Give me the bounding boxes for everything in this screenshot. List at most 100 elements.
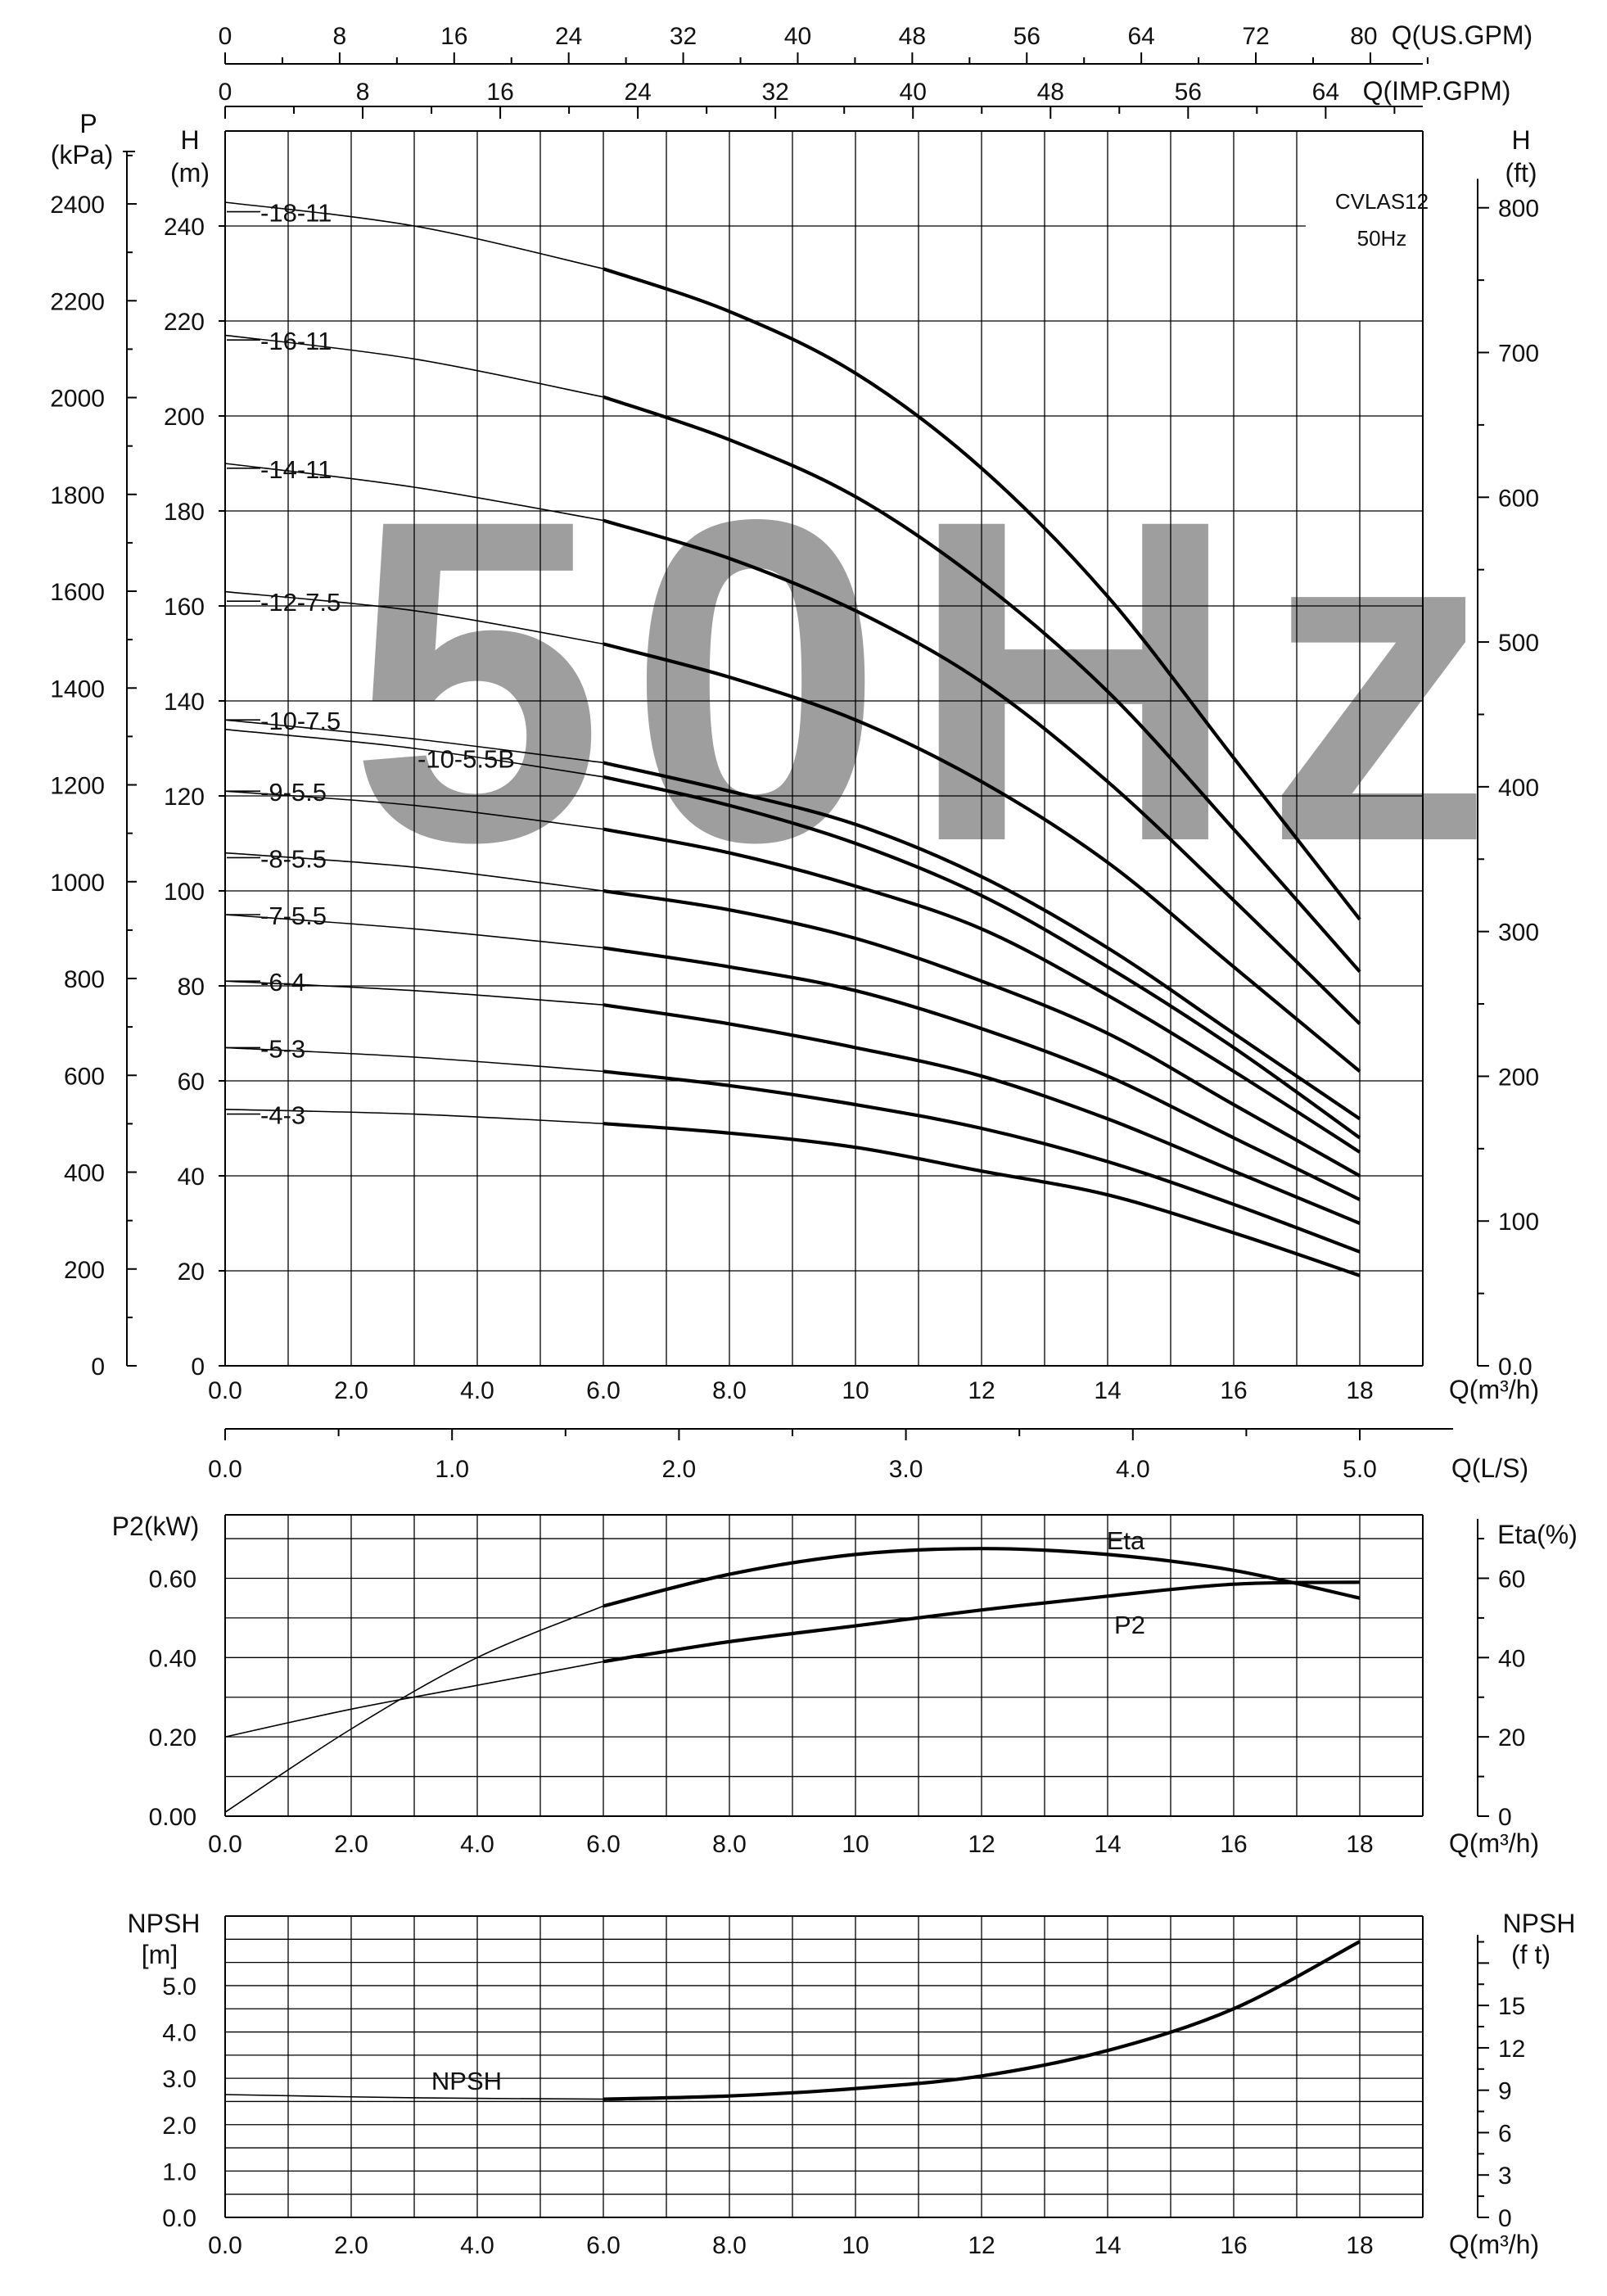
- tick-label-imp-gpm: 16: [486, 79, 513, 106]
- axis-title-imp-gpm: Q(IMP.GPM): [1363, 76, 1511, 106]
- tick-label-q-power: 0.0: [208, 1831, 242, 1858]
- tick-label-us-gpm: 8: [333, 23, 347, 50]
- tick-label-ft: 400: [1498, 775, 1539, 802]
- head-curve-thin: [224, 980, 604, 1006]
- axis-title-npsh-ft: NPSH: [1503, 1909, 1576, 1938]
- tick-label-q-npsh: 2.0: [334, 2232, 368, 2259]
- tick-label-q-npsh: 0.0: [208, 2232, 242, 2259]
- tick-label-imp-gpm: 32: [761, 79, 788, 106]
- tick-label-us-gpm: 72: [1242, 23, 1269, 50]
- head-curve-thin: [224, 729, 604, 778]
- axis-title-npsh-m: NPSH: [128, 1909, 201, 1938]
- tick-label-m: 120: [164, 784, 205, 811]
- curves-layer: [224, 201, 1361, 2101]
- tick-label-imp-gpm: 56: [1175, 79, 1202, 106]
- tick-label-kw: 0.00: [149, 1804, 196, 1831]
- tick-label-m: 20: [178, 1259, 205, 1286]
- tick-label-ls: 0.0: [208, 1456, 242, 1483]
- axis-title-h-m: H: [180, 125, 199, 155]
- tick-label-q-power: 2.0: [334, 1831, 368, 1858]
- tick-label-kpa: 1000: [50, 870, 105, 897]
- eta-curve-thick: [603, 1547, 1361, 1608]
- axis-title-q-npsh: Q(m³/h): [1449, 2230, 1539, 2259]
- tick-label-npsh-m: 1.0: [162, 2158, 196, 2185]
- text-layer: CVLAS1250Hz02040608010012014016018020022…: [50, 20, 1578, 2259]
- tick-label-us-gpm: 0: [219, 23, 232, 50]
- tick-label-q-npsh: 8.0: [712, 2232, 747, 2259]
- tick-label-ft: 500: [1498, 630, 1539, 657]
- head-curve-thick: [603, 827, 1361, 1154]
- tick-label-us-gpm: 40: [784, 23, 811, 50]
- tick-label-q: 6.0: [586, 1377, 621, 1404]
- tick-label-m: 0: [191, 1354, 205, 1381]
- curve-label: -6-4: [260, 968, 305, 997]
- head-curve-thick: [603, 775, 1361, 1140]
- tick-label-npsh-ft: 3: [1498, 2163, 1512, 2190]
- tick-label-m: 60: [178, 1069, 205, 1096]
- head-curve-thick: [603, 267, 1361, 921]
- curve-label: -10-5.5B: [418, 745, 515, 774]
- axis-unit-ft: (ft): [1505, 158, 1537, 188]
- axis-unit-m: (m): [170, 158, 210, 188]
- tick-label-imp-gpm: 40: [900, 79, 927, 106]
- curve-label: -7-5.5: [260, 902, 327, 930]
- head-curve-thin: [224, 852, 604, 892]
- tick-label-q-power: 18: [1346, 1831, 1373, 1858]
- tick-label-imp-gpm: 0: [219, 79, 232, 106]
- tick-label-q: 8.0: [712, 1377, 747, 1404]
- tick-label-kpa: 2400: [50, 192, 105, 219]
- tick-label-kpa: 1200: [50, 773, 105, 800]
- tick-label-kpa: 200: [64, 1257, 105, 1284]
- tick-label-q-npsh: 10: [842, 2232, 869, 2259]
- tick-label-eta: 20: [1498, 1724, 1525, 1751]
- tick-label-kpa: 1400: [50, 676, 105, 703]
- head-curve-thick: [603, 395, 1361, 973]
- tick-label-eta: 60: [1498, 1566, 1525, 1593]
- watermark-text: 50Hz: [349, 424, 1517, 937]
- tick-label-npsh-m: 2.0: [162, 2113, 196, 2140]
- axis-unit-npsh-ft: (f t): [1511, 1940, 1551, 1969]
- tick-label-q-power: 8.0: [712, 1831, 747, 1858]
- head-curve-thin: [224, 790, 604, 830]
- tick-label-us-gpm: 56: [1013, 23, 1040, 50]
- axis-title-ls: Q(L/S): [1451, 1453, 1528, 1483]
- tick-label-q-npsh: 16: [1220, 2232, 1247, 2259]
- head-curve-thick: [603, 761, 1361, 1121]
- axis-title-us-gpm: Q(US.GPM): [1392, 20, 1533, 50]
- tick-label-npsh-m: 5.0: [162, 1973, 196, 2000]
- tick-label-ls: 5.0: [1343, 1456, 1377, 1483]
- axis-title-q-power: Q(m³/h): [1449, 1828, 1539, 1858]
- tick-label-q: 0.0: [208, 1377, 242, 1404]
- axis-unit-npsh-m: [m]: [142, 1940, 178, 1969]
- tick-label-us-gpm: 16: [440, 23, 467, 50]
- tick-label-q: 18: [1346, 1377, 1373, 1404]
- curve-label: -9-5.5: [260, 778, 327, 807]
- tick-label-eta: 40: [1498, 1645, 1525, 1672]
- tick-label-kpa: 1600: [50, 579, 105, 606]
- tick-label-npsh-ft: 6: [1498, 2120, 1512, 2147]
- head-curve-thin: [224, 334, 604, 398]
- tick-label-q: 4.0: [460, 1377, 494, 1404]
- head-curve-thin: [224, 590, 604, 645]
- axis-title-kw: P2(kW): [112, 1512, 200, 1541]
- tick-label-kpa: 600: [64, 1063, 105, 1090]
- tick-label-q-power: 14: [1094, 1831, 1121, 1858]
- tick-label-ft: 800: [1498, 196, 1539, 223]
- frequency-label: 50Hz: [1357, 226, 1407, 251]
- tick-label-npsh-m: 0.0: [162, 2205, 196, 2232]
- eta-curve-label: Eta: [1107, 1526, 1145, 1555]
- tick-label-q-power: 6.0: [586, 1831, 621, 1858]
- head-curve-thin: [224, 1109, 604, 1124]
- tick-label-us-gpm: 64: [1127, 23, 1154, 50]
- tick-label-q-power: 16: [1220, 1831, 1247, 1858]
- npsh-curve-thick: [603, 1940, 1361, 2101]
- tick-label-m: 40: [178, 1164, 205, 1191]
- tick-label-npsh-ft: 12: [1498, 2036, 1525, 2063]
- tick-label-kpa: 1800: [50, 482, 105, 509]
- head-curve-thin: [224, 201, 604, 269]
- eta-curve-thin: [224, 1605, 604, 1813]
- p2-curve-label: P2: [1114, 1611, 1145, 1639]
- model-label: CVLAS12: [1335, 189, 1429, 214]
